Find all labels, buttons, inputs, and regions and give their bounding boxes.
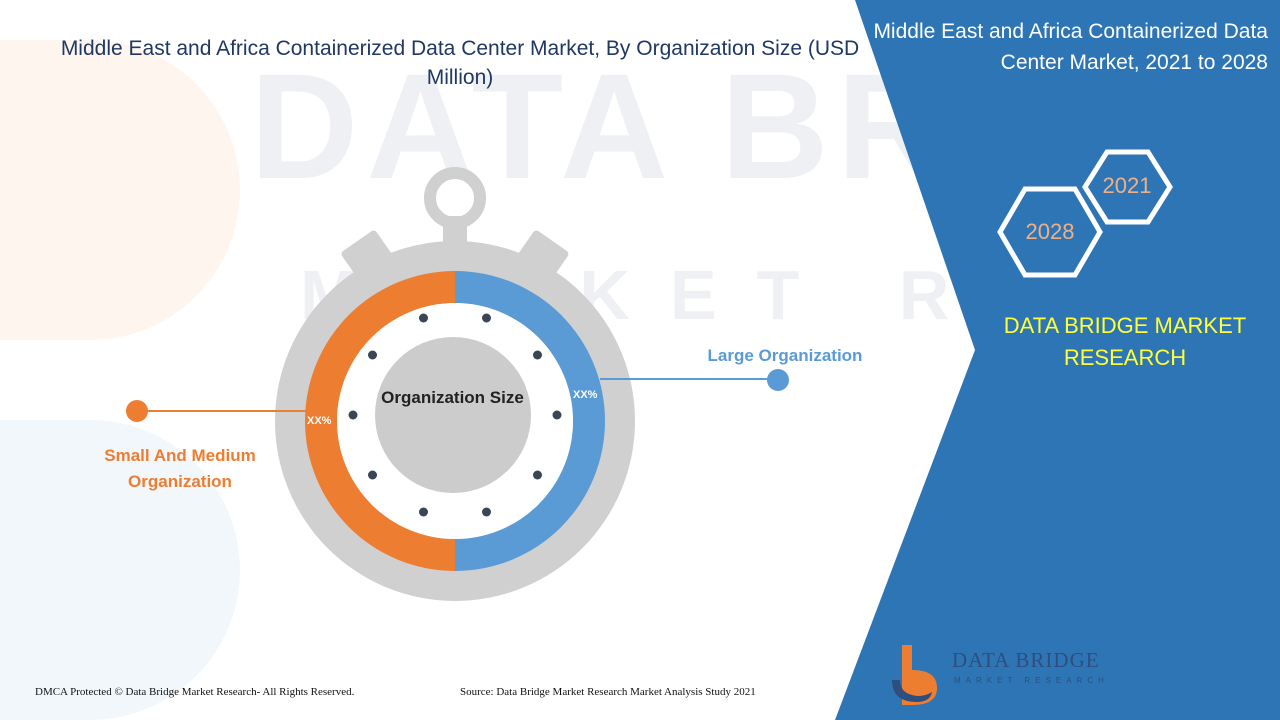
- stopwatch-right-button: [517, 230, 569, 280]
- dial-tick-dot: [368, 470, 377, 480]
- segment-small-medium-organization: [305, 271, 455, 571]
- dial-tick-dot: [533, 470, 542, 480]
- logo-icon: [892, 645, 937, 705]
- logo-icon-blue: [892, 680, 932, 702]
- logo-subtext: MARKET RESEARCH: [954, 676, 1109, 685]
- year-2021-label: 2021: [1102, 173, 1152, 198]
- year-2028-label: 2028: [1025, 219, 1075, 244]
- side-title: Middle East and Africa Containerized Dat…: [873, 20, 1268, 74]
- legend-small-medium-organization: Small And Medium Organization: [104, 446, 256, 491]
- dial-ticks: [348, 313, 562, 517]
- dial-tick-dot: [482, 507, 491, 517]
- side-panel-shape: [835, 0, 1280, 720]
- watermark-bar-top: [0, 40, 240, 340]
- stopwatch-crown: [424, 167, 486, 229]
- legend-large-organization: Large Organization: [707, 346, 863, 365]
- donut-ring: [305, 271, 605, 571]
- dial-tick-dot: [419, 313, 428, 323]
- chart-title: Middle East and Africa Containerized Dat…: [60, 37, 860, 89]
- segment-large-organization: [455, 271, 605, 571]
- footer-copyright: DMCA Protected © Data Bridge Market Rese…: [35, 686, 355, 698]
- hexagon-2028: [997, 186, 1103, 278]
- footer-source: Source: Data Bridge Market Research Mark…: [460, 686, 756, 698]
- brand-name: DATA BRIDGE MARKET RESEARCH: [1003, 313, 1247, 370]
- dial-tick-dot: [482, 313, 491, 323]
- dial-tick-dot: [552, 410, 562, 420]
- logo-text: DATA BRIDGE: [952, 648, 1100, 672]
- center-label: Organization Size: [381, 388, 524, 407]
- dial-center: [375, 337, 531, 493]
- leader-dot-small: [126, 400, 148, 422]
- hexagon-2021: [1082, 149, 1173, 225]
- stopwatch-left-button: [341, 230, 393, 280]
- dial-tick-dot: [533, 350, 542, 360]
- leader-dot-large: [767, 369, 789, 391]
- data-label-large: XX%: [573, 389, 598, 401]
- logo-icon-orange: [902, 645, 937, 705]
- leader-lines: [126, 369, 789, 422]
- dial-tick-dot: [419, 507, 428, 517]
- dial-tick-dot: [368, 350, 377, 360]
- dial-tick-dot: [348, 410, 358, 420]
- data-label-small: XX%: [307, 415, 332, 427]
- watermark-bar-bottom: [0, 420, 240, 720]
